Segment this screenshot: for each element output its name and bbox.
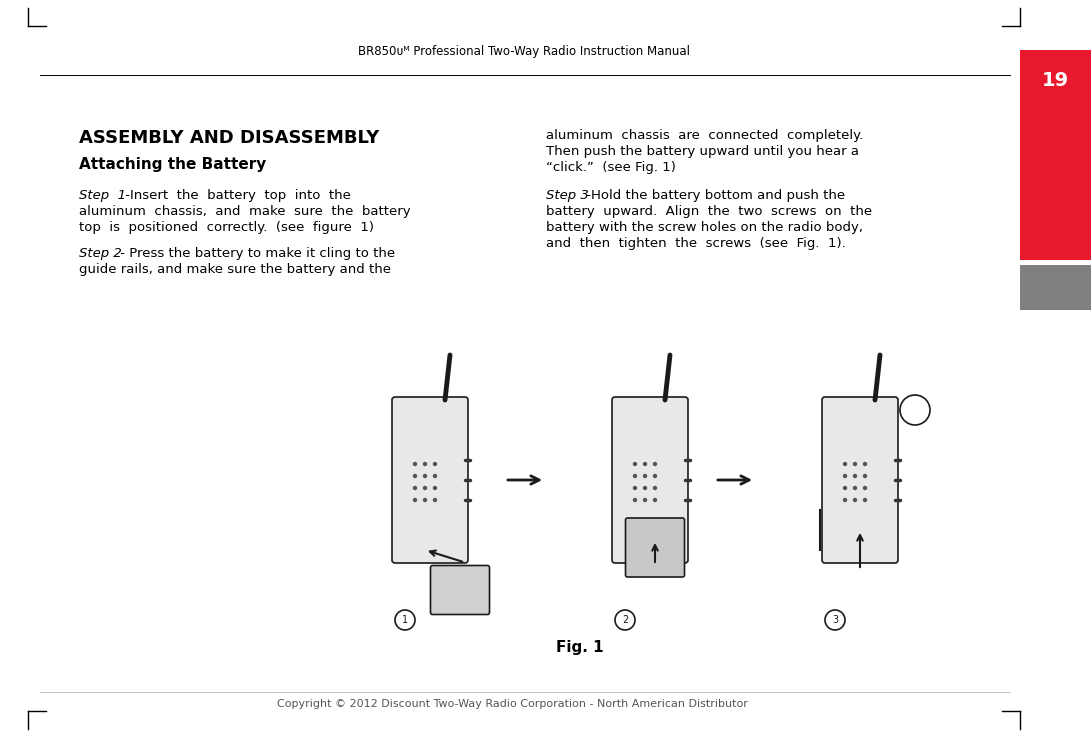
Text: Fig. 1: Fig. 1 — [556, 640, 603, 655]
Circle shape — [644, 463, 647, 466]
Circle shape — [644, 475, 647, 478]
Circle shape — [433, 486, 436, 489]
Circle shape — [644, 486, 647, 489]
FancyBboxPatch shape — [612, 397, 688, 563]
Circle shape — [654, 463, 657, 466]
Text: guide rails, and make sure the battery and the: guide rails, and make sure the battery a… — [79, 263, 391, 276]
Text: 19: 19 — [1042, 71, 1069, 89]
Circle shape — [863, 475, 866, 478]
Text: battery with the screw holes on the radio body,: battery with the screw holes on the radi… — [546, 221, 863, 234]
Circle shape — [433, 463, 436, 466]
Text: Step  1: Step 1 — [79, 189, 125, 202]
Text: battery  upward.  Align  the  two  screws  on  the: battery upward. Align the two screws on … — [546, 205, 872, 218]
Text: “click.”  (see Fig. 1): “click.” (see Fig. 1) — [546, 161, 675, 174]
Text: Step 3: Step 3 — [546, 189, 588, 202]
Circle shape — [433, 475, 436, 478]
Circle shape — [853, 498, 856, 501]
Circle shape — [843, 486, 847, 489]
Circle shape — [644, 498, 647, 501]
Circle shape — [634, 498, 636, 501]
FancyBboxPatch shape — [625, 518, 684, 577]
Bar — [1020, 265, 1091, 310]
FancyBboxPatch shape — [822, 397, 898, 563]
Circle shape — [654, 486, 657, 489]
Circle shape — [634, 463, 636, 466]
Bar — [1020, 50, 1091, 260]
Circle shape — [413, 486, 417, 489]
Circle shape — [853, 486, 856, 489]
Circle shape — [863, 486, 866, 489]
Text: - Press the battery to make it cling to the: - Press the battery to make it cling to … — [116, 247, 395, 260]
Circle shape — [654, 498, 657, 501]
Text: BR850ᴜᴹ Professional Two-Way Radio Instruction Manual: BR850ᴜᴹ Professional Two-Way Radio Instr… — [358, 46, 690, 58]
Text: Step 2: Step 2 — [79, 247, 121, 260]
Text: top  is  positioned  correctly.  (see  figure  1): top is positioned correctly. (see figure… — [79, 221, 373, 234]
Text: aluminum  chassis  are  connected  completely.: aluminum chassis are connected completel… — [546, 129, 863, 142]
Circle shape — [413, 475, 417, 478]
Circle shape — [863, 463, 866, 466]
Circle shape — [413, 498, 417, 501]
Circle shape — [634, 486, 636, 489]
Circle shape — [843, 498, 847, 501]
Circle shape — [863, 498, 866, 501]
FancyBboxPatch shape — [431, 565, 490, 615]
Circle shape — [433, 498, 436, 501]
Text: aluminum  chassis,  and  make  sure  the  battery: aluminum chassis, and make sure the batt… — [79, 205, 410, 218]
Circle shape — [843, 475, 847, 478]
Text: -Hold the battery bottom and push the: -Hold the battery bottom and push the — [583, 189, 846, 202]
FancyBboxPatch shape — [392, 397, 468, 563]
Text: Copyright © 2012 Discount Two-Way Radio Corporation - North American Distributor: Copyright © 2012 Discount Two-Way Radio … — [277, 699, 748, 709]
Text: 3: 3 — [832, 615, 838, 625]
Circle shape — [423, 486, 427, 489]
Text: ASSEMBLY AND DISASSEMBLY: ASSEMBLY AND DISASSEMBLY — [79, 129, 379, 147]
Circle shape — [423, 475, 427, 478]
Circle shape — [413, 463, 417, 466]
Text: 2: 2 — [622, 615, 628, 625]
Circle shape — [853, 463, 856, 466]
Circle shape — [423, 498, 427, 501]
Circle shape — [423, 463, 427, 466]
Circle shape — [654, 475, 657, 478]
Circle shape — [853, 475, 856, 478]
Circle shape — [634, 475, 636, 478]
Text: and  then  tighten  the  screws  (see  Fig.  1).: and then tighten the screws (see Fig. 1)… — [546, 237, 846, 250]
Circle shape — [843, 463, 847, 466]
Text: Then push the battery upward until you hear a: Then push the battery upward until you h… — [546, 145, 859, 158]
Text: 1: 1 — [401, 615, 408, 625]
Text: -Insert  the  battery  top  into  the: -Insert the battery top into the — [121, 189, 350, 202]
Text: Attaching the Battery: Attaching the Battery — [79, 157, 266, 172]
